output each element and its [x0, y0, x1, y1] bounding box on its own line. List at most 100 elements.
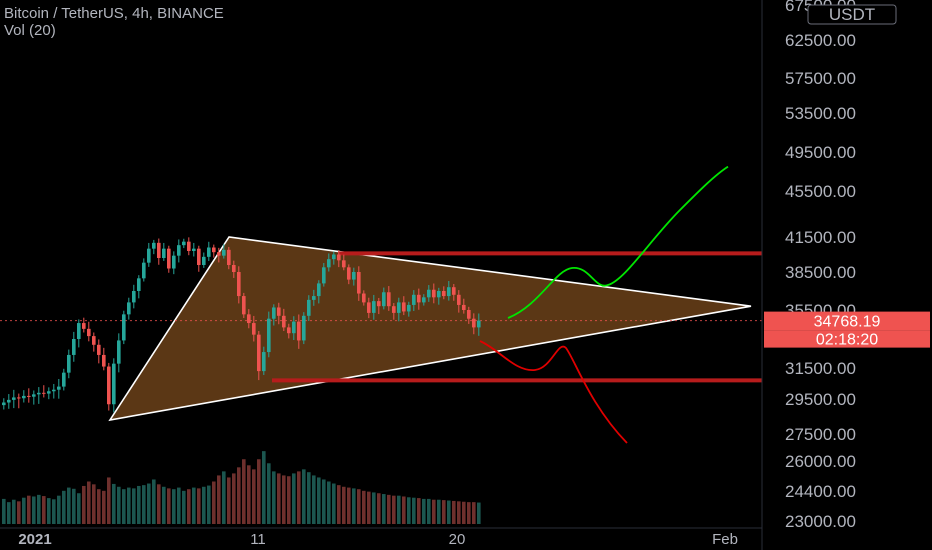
- volume-bar: [332, 483, 336, 524]
- volume-bar: [222, 471, 226, 524]
- candle-body: [477, 320, 481, 328]
- candle-body: [432, 289, 436, 298]
- candle-body: [82, 323, 86, 329]
- candle-body: [397, 302, 401, 313]
- candle-body: [87, 328, 91, 337]
- candle-body: [412, 294, 416, 305]
- price-tick-label: 45500.00: [785, 182, 856, 201]
- candle-body: [147, 248, 151, 263]
- volume-bar: [217, 475, 221, 524]
- volume-bar: [17, 501, 21, 524]
- volume-bar: [172, 489, 176, 524]
- volume-bar: [347, 487, 351, 524]
- volume-bar: [77, 493, 81, 524]
- volume-bar: [377, 493, 381, 524]
- volume-bar: [132, 488, 136, 524]
- volume-bar: [212, 481, 216, 524]
- candle-body: [12, 397, 16, 400]
- currency-box: [807, 4, 897, 25]
- volume-bar: [117, 486, 121, 524]
- candle-body: [177, 245, 181, 256]
- candle-body: [77, 323, 81, 339]
- volume-bar: [242, 459, 246, 524]
- volume-bar: [252, 469, 256, 524]
- candle-body: [367, 302, 371, 313]
- candle-body: [237, 272, 241, 297]
- volume-bar: [182, 490, 186, 524]
- time-tick-label: 11: [250, 531, 266, 548]
- volume-bar: [237, 467, 241, 524]
- volume-bar: [397, 495, 401, 524]
- volume-bar: [52, 499, 56, 524]
- volume-bar: [442, 500, 446, 524]
- candle-body: [402, 302, 406, 312]
- volume-bar: [407, 497, 411, 524]
- candle-body: [292, 321, 296, 334]
- volume-bar: [107, 477, 111, 524]
- candle-body: [347, 267, 351, 280]
- volume-bar: [7, 502, 11, 524]
- price-tick-label: 41500.00: [785, 228, 856, 247]
- volume-bar: [47, 498, 51, 524]
- candle-body: [7, 399, 11, 403]
- candle-body: [362, 293, 366, 303]
- price-tick-label: 38500.00: [785, 263, 856, 282]
- candle-body: [22, 395, 26, 399]
- chart-title: Bitcoin / TetherUS, 4h, BINANCE: [4, 5, 224, 22]
- last-price-value: 34768.19: [814, 314, 881, 331]
- volume-bar: [92, 484, 96, 524]
- volume-bar: [337, 485, 341, 524]
- candle-body: [212, 247, 216, 253]
- price-tick-label: 62500.00: [785, 31, 856, 50]
- volume-bar: [257, 459, 261, 524]
- bullish-projection-path: [507, 165, 729, 319]
- candle-body: [217, 252, 221, 256]
- price-tick-label: 26000.00: [785, 452, 856, 471]
- volume-bar: [362, 490, 366, 524]
- candle-body: [342, 260, 346, 268]
- candle-body: [152, 242, 156, 249]
- candle-body: [92, 336, 96, 345]
- candle-body: [27, 395, 31, 397]
- candle-body: [247, 314, 251, 324]
- volume-bar: [342, 486, 346, 524]
- candle-body: [172, 255, 176, 269]
- candle-body: [207, 247, 211, 257]
- candle-body: [267, 318, 271, 353]
- candle-body: [322, 267, 326, 284]
- volume-bar: [417, 498, 421, 524]
- volume-bar: [402, 496, 406, 524]
- volume-bar: [62, 490, 66, 524]
- candle-body: [242, 296, 246, 315]
- candle-body: [222, 249, 226, 256]
- candle-body: [407, 304, 411, 312]
- volume-bar: [447, 500, 451, 524]
- candle-body: [122, 314, 126, 341]
- candle-body: [317, 283, 321, 297]
- volume-bar: [67, 487, 71, 524]
- volume-bar: [422, 498, 426, 524]
- candle-body: [252, 323, 256, 335]
- candle-body: [337, 254, 341, 261]
- candle-body: [187, 241, 191, 251]
- price-tick-label: 49500.00: [785, 143, 856, 162]
- candle-body: [302, 315, 306, 341]
- candle-body: [102, 354, 106, 367]
- volume-bar: [232, 473, 236, 524]
- candle-body: [332, 254, 336, 260]
- candle-body: [37, 392, 41, 395]
- volume-bar: [112, 483, 116, 524]
- candle-body: [442, 291, 446, 297]
- volume-bar: [82, 485, 86, 524]
- volume-bar: [367, 491, 371, 524]
- candle-body: [312, 296, 316, 300]
- volume-bar: [122, 489, 126, 524]
- volume-bar: [432, 499, 436, 524]
- price-tick-label: 24400.00: [785, 482, 856, 501]
- volume-bar: [322, 479, 326, 524]
- volume-bar: [202, 486, 206, 524]
- candle-body: [117, 340, 121, 364]
- volume-bar: [42, 496, 46, 524]
- volume-bar: [477, 502, 481, 524]
